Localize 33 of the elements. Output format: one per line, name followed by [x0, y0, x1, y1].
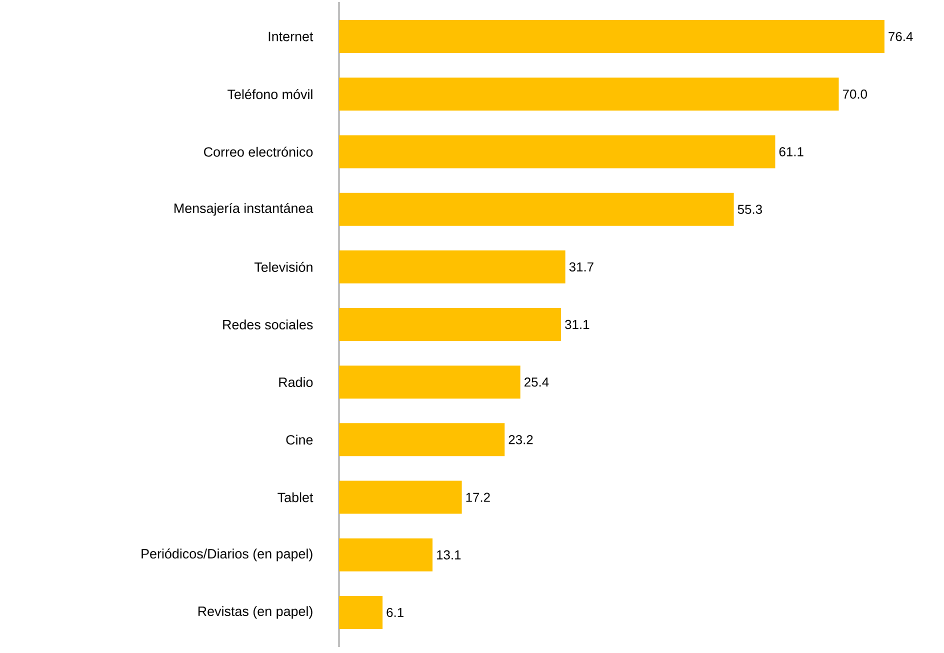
bar — [339, 20, 884, 54]
bar — [339, 135, 776, 168]
y-tick-label: Tablet — [278, 492, 314, 502]
bar — [339, 480, 462, 514]
bar — [339, 596, 383, 629]
data-label: 17.2 — [466, 492, 490, 502]
y-tick-label: Radio — [279, 377, 313, 388]
data-label: 55.3 — [738, 204, 762, 214]
y-tick-label: Cine — [286, 434, 313, 445]
data-label: 31.7 — [569, 262, 594, 272]
data-label: 76.4 — [888, 32, 913, 42]
y-tick-label: Mensajería instantánea — [174, 202, 314, 216]
bar — [339, 78, 839, 111]
bar — [339, 192, 734, 226]
y-tick-label: Teléfono móvil — [228, 89, 312, 100]
y-tick-label: Revistas (en papel) — [198, 606, 312, 619]
data-label: 6.1 — [386, 608, 404, 618]
y-tick-label: Correo electrónico — [204, 146, 313, 157]
data-label: 31.1 — [565, 320, 590, 330]
bar — [339, 366, 520, 399]
y-tick-label: Redes sociales — [223, 320, 313, 330]
y-tick-label: Televisión — [254, 262, 312, 272]
data-label: 25.4 — [524, 378, 549, 387]
y-tick-label: Internet — [268, 32, 314, 42]
y-tick-label: Periódicos/Diarios (en papel) — [142, 548, 312, 562]
bar — [339, 250, 566, 284]
bar — [339, 538, 433, 572]
bar — [339, 308, 562, 342]
data-label: 23.2 — [508, 435, 533, 444]
data-label: 70.0 — [842, 90, 867, 99]
data-label: 61.1 — [779, 147, 804, 156]
bar — [339, 423, 505, 456]
data-label: 13.1 — [437, 550, 461, 560]
